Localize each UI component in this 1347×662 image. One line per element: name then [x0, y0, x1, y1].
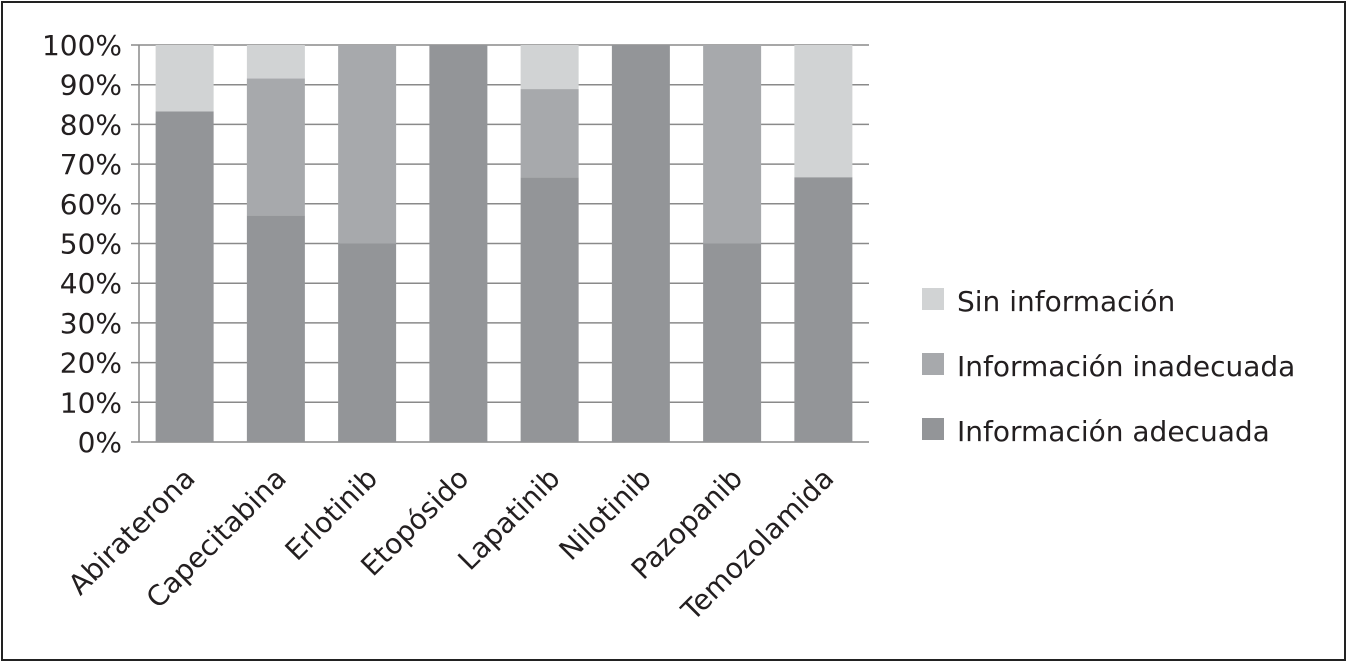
legend-label: Sin información [957, 285, 1175, 318]
bar-segment [703, 243, 762, 442]
y-tick-label: 50% [60, 228, 122, 261]
bar-segment [794, 45, 853, 178]
bar-segment [429, 45, 488, 442]
bar-segment [703, 45, 762, 244]
bar-segment [520, 45, 579, 90]
legend-swatch [922, 418, 944, 440]
bar-segment [338, 243, 397, 442]
bar-segment [794, 177, 853, 443]
bar-segment [155, 111, 214, 442]
bars [155, 45, 853, 443]
bar-segment [611, 45, 670, 442]
y-tick-label: 80% [60, 108, 122, 141]
bar-segment [338, 45, 397, 244]
legend-swatch [922, 353, 944, 375]
y-tick-label: 20% [60, 347, 122, 380]
bar-segment [246, 215, 305, 442]
y-tick-label: 30% [60, 307, 122, 340]
legend-label: Información adecuada [957, 415, 1270, 448]
y-tick-label: 70% [60, 148, 122, 181]
bar-segment [246, 78, 305, 216]
y-tick-label: 60% [60, 188, 122, 221]
legend-swatch [922, 288, 944, 310]
y-tick-label: 10% [60, 386, 122, 419]
y-tick-label: 90% [60, 69, 122, 102]
bar-segment [246, 45, 305, 79]
bar-segment [520, 177, 579, 443]
legend-label: Información inadecuada [957, 350, 1295, 383]
y-tick-label: 0% [78, 426, 122, 459]
bar-segment [520, 89, 579, 178]
x-tick-label: Temozolamida [674, 462, 840, 628]
bar-segment [155, 45, 214, 112]
legend: Sin información Información inadecuada Inf… [922, 285, 1295, 448]
y-tick-label: 100% [42, 29, 122, 62]
y-tick-label: 40% [60, 267, 122, 300]
